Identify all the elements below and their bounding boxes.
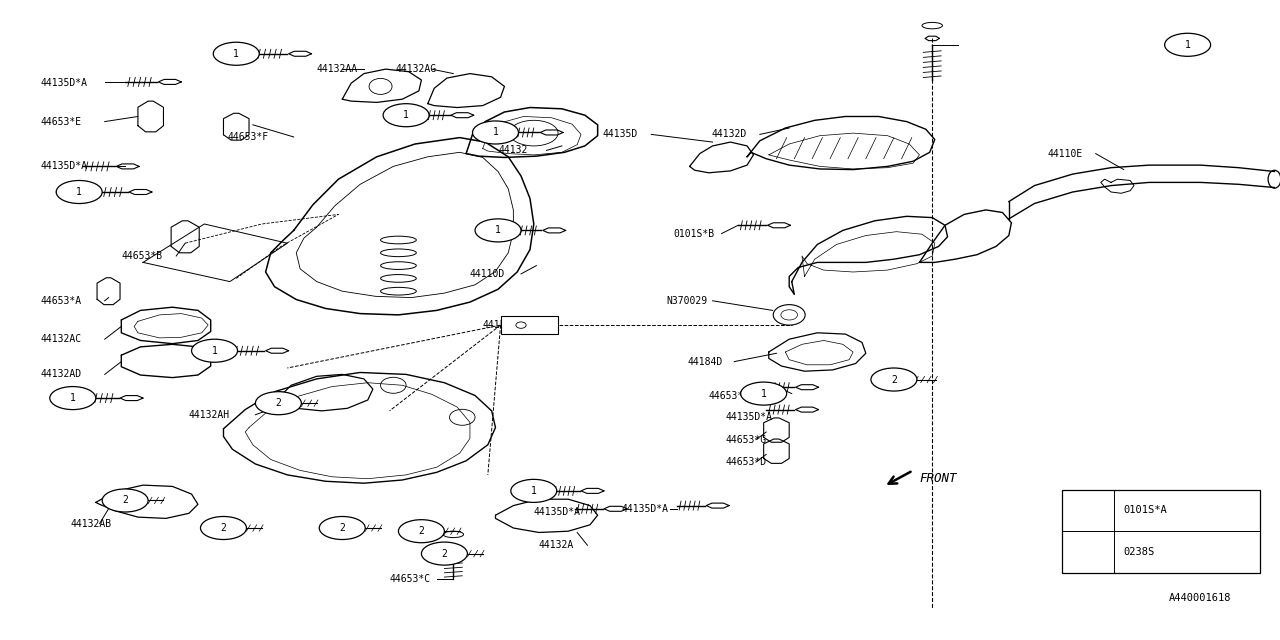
Text: 44132AD: 44132AD (41, 369, 82, 380)
Text: N370029: N370029 (667, 296, 708, 306)
Circle shape (56, 180, 102, 204)
Text: 44110D: 44110D (470, 269, 506, 279)
Circle shape (870, 368, 916, 391)
Text: 44154: 44154 (483, 320, 512, 330)
Circle shape (475, 219, 521, 242)
Text: 44653*H: 44653*H (709, 390, 750, 401)
FancyBboxPatch shape (500, 316, 558, 334)
Text: 44653*D: 44653*D (726, 457, 767, 467)
Text: 44653*A: 44653*A (41, 296, 82, 306)
FancyBboxPatch shape (1062, 490, 1261, 573)
Text: 2: 2 (275, 398, 282, 408)
Text: 44132A: 44132A (539, 540, 575, 550)
Text: 1: 1 (760, 388, 767, 399)
Circle shape (1068, 500, 1108, 521)
Circle shape (511, 479, 557, 502)
Text: 1: 1 (531, 486, 536, 496)
Text: 1: 1 (1185, 40, 1190, 50)
Text: 0238S: 0238S (1124, 547, 1155, 557)
Circle shape (741, 382, 787, 405)
Circle shape (421, 542, 467, 565)
Text: 44132AC: 44132AC (41, 334, 82, 344)
Text: 44132: 44132 (498, 145, 527, 156)
Circle shape (319, 516, 365, 540)
Text: 44132AA: 44132AA (316, 64, 358, 74)
Text: 44653*G: 44653*G (726, 435, 767, 445)
Circle shape (472, 121, 518, 144)
Circle shape (1068, 541, 1108, 563)
Text: 44135D: 44135D (603, 129, 637, 140)
Text: 2: 2 (122, 495, 128, 506)
Text: 44653*B: 44653*B (122, 251, 163, 261)
Text: 44653*F: 44653*F (228, 132, 269, 142)
Circle shape (201, 516, 247, 540)
Circle shape (383, 104, 429, 127)
Text: 2: 2 (1085, 547, 1091, 557)
Text: 44135D*A: 44135D*A (726, 412, 772, 422)
Text: 1: 1 (211, 346, 218, 356)
Text: 44132D: 44132D (712, 129, 746, 140)
Text: 44653*C: 44653*C (389, 574, 430, 584)
Text: 1: 1 (495, 225, 500, 236)
Text: 44184D: 44184D (687, 356, 722, 367)
Text: 2: 2 (442, 548, 447, 559)
Circle shape (256, 392, 301, 415)
Text: 0101S*B: 0101S*B (673, 228, 714, 239)
Circle shape (214, 42, 260, 65)
Circle shape (102, 489, 148, 512)
Text: 1: 1 (493, 127, 498, 138)
Text: 1: 1 (403, 110, 410, 120)
Text: 44132AH: 44132AH (189, 410, 230, 420)
Text: 44132AG: 44132AG (396, 64, 436, 74)
Text: 44110E: 44110E (1047, 148, 1083, 159)
Text: 44135D*A: 44135D*A (41, 78, 88, 88)
Circle shape (192, 339, 238, 362)
Text: A440001618: A440001618 (1169, 593, 1231, 603)
Text: 2: 2 (339, 523, 346, 533)
Circle shape (50, 387, 96, 410)
Text: 1: 1 (233, 49, 239, 59)
Text: 44132AB: 44132AB (70, 518, 111, 529)
Text: 2: 2 (891, 374, 897, 385)
Text: 1: 1 (1085, 506, 1091, 515)
Text: 2: 2 (220, 523, 227, 533)
Text: 0101S*A: 0101S*A (1124, 506, 1167, 515)
Circle shape (1165, 33, 1211, 56)
Text: 44135D*A: 44135D*A (622, 504, 669, 514)
Circle shape (398, 520, 444, 543)
Text: FRONT: FRONT (919, 472, 957, 485)
Text: 1: 1 (77, 187, 82, 197)
Text: 44653*E: 44653*E (41, 116, 82, 127)
Text: 1: 1 (70, 393, 76, 403)
Text: 2: 2 (419, 526, 425, 536)
Text: 44135D*A: 44135D*A (41, 161, 88, 172)
Text: 44135D*A: 44135D*A (534, 507, 581, 517)
